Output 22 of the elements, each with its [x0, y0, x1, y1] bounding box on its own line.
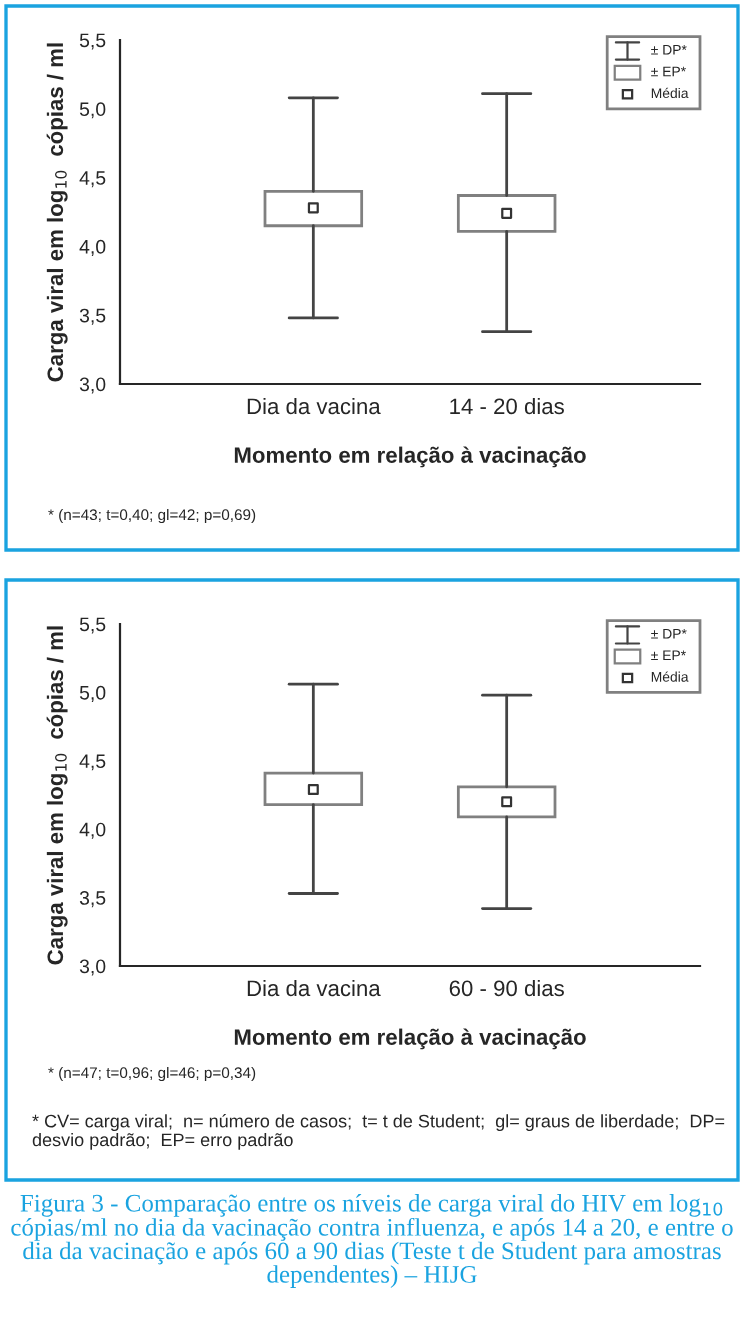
x-tick-label: Dia da vacina	[247, 979, 381, 997]
y-tick-label: 5,0	[79, 685, 106, 702]
y-tick-label: 3,5	[79, 891, 106, 908]
y-tick-label: 4,0	[79, 239, 106, 256]
y-tick-label: 4,5	[79, 171, 106, 188]
y-tick-label: 5,0	[79, 102, 106, 119]
y-tick-label: 5,5	[79, 617, 106, 634]
x-tick-label: Dia da vacina	[247, 397, 381, 415]
y-tick-label: 3,0	[79, 959, 106, 976]
y-axis-title: Carga viral em log$_{10}$ cópias / ml	[46, 43, 68, 382]
text: * CV= carga viral; n= número de casos; t= t de Student; gl= graus de liberdade; DP= desvio padrão; EP= erro padrão	[32, 1114, 725, 1150]
x-tick-label: 60 - 90 dias	[449, 979, 564, 997]
x-axis-title: Momento em relação à vacinação	[234, 446, 586, 468]
x-tick-label: 14 - 20 dias	[450, 397, 564, 415]
y-tick-label: 4,0	[79, 822, 106, 839]
y-tick-label: 4,5	[79, 754, 106, 771]
text: Figura 3 - Comparação entre os níveis de carga viral do HIV em log$_{10}$ cópias/ml no dia da vacinação contra influenza, e após 14 a 20, e entre o dia da vacinação e após 60 a 90 dias (Teste t de Student para amostras dependentes) – HIJG	[11, 1194, 733, 1288]
y-tick-label: 5,5	[79, 33, 106, 50]
x-axis-title: Momento em relação à vacinação	[234, 1028, 586, 1050]
y-tick-label: 3,5	[79, 308, 106, 325]
y-tick-label: 3,0	[79, 377, 106, 394]
y-axis-title: Carga viral em log$_{10}$ cópias / ml	[46, 626, 68, 965]
